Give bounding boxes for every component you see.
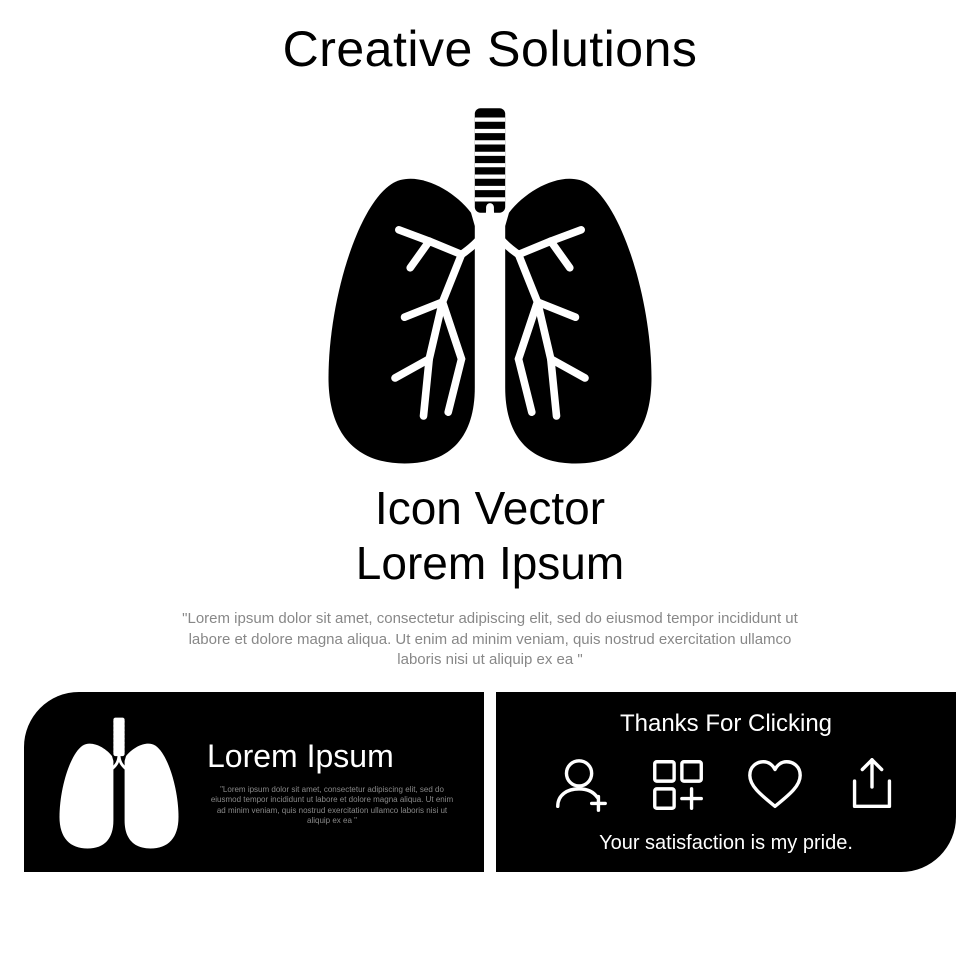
card-left-title: Lorem Ipsum	[207, 738, 457, 775]
share-icon[interactable]	[841, 754, 903, 816]
lorem-text: "Lorem ipsum dolor sit amet, consectetur…	[170, 609, 810, 670]
main-icon-container	[290, 93, 690, 473]
lungs-icon	[300, 93, 680, 473]
add-user-icon[interactable]	[550, 754, 612, 816]
subtitle-line1: Icon Vector	[356, 481, 624, 536]
card-left-lorem: "Lorem ipsum dolor sit amet, consectetur…	[207, 785, 457, 827]
lungs-icon	[49, 707, 189, 857]
page-title: Creative Solutions	[283, 20, 698, 78]
icon-row	[550, 754, 903, 816]
apps-add-icon[interactable]	[647, 754, 709, 816]
lungs-icon-small-wrap	[49, 707, 189, 857]
card-left-text: Lorem Ipsum "Lorem ipsum dolor sit amet,…	[207, 738, 457, 827]
subtitle-block: Icon Vector Lorem Ipsum	[356, 481, 624, 591]
card-right-footer: Your satisfaction is my pride.	[599, 832, 853, 855]
bottom-cards-row: Lorem Ipsum "Lorem ipsum dolor sit amet,…	[20, 692, 960, 872]
card-right: Thanks For Clicking	[496, 692, 956, 872]
heart-icon[interactable]	[744, 754, 806, 816]
subtitle-line2: Lorem Ipsum	[356, 536, 624, 591]
card-left: Lorem Ipsum "Lorem ipsum dolor sit amet,…	[24, 692, 484, 872]
card-right-title: Thanks For Clicking	[620, 710, 832, 738]
